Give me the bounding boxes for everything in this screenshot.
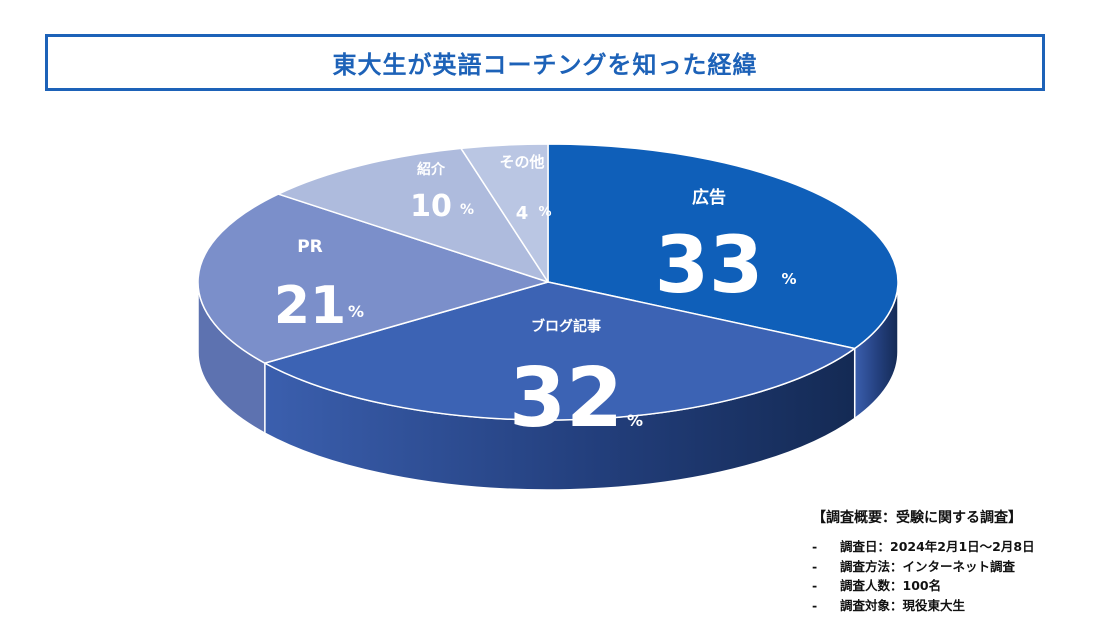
bullet-dash: - bbox=[812, 597, 818, 613]
survey-note-target: - 調査対象：現役東大生 bbox=[812, 596, 1102, 616]
pie-slice-1 bbox=[264, 281, 856, 421]
slice-label-4: その他 bbox=[499, 153, 544, 171]
slice-value-0: 33 bbox=[655, 221, 764, 311]
slice-percent-3: % bbox=[460, 202, 474, 218]
slice-label-0: 広告 bbox=[692, 187, 726, 208]
slice-value-3: 10 bbox=[410, 189, 452, 224]
pie-slice-3 bbox=[277, 147, 549, 283]
pie-labels: 広告 33 % ブログ記事 32 % PR 21 % 紹介 10 % その他 4% bbox=[274, 153, 797, 446]
survey-overview: 【調査概要：受験に関する調査】 - 調査日：2024年2月1日〜2月8日 - 調査方… bbox=[812, 507, 1102, 615]
bullet-dash: - bbox=[812, 539, 818, 554]
survey-overview-title: 【調査概要：受験に関する調査】 bbox=[812, 510, 1022, 526]
chart-title: 東大生が英語コーチングを知った経緯 bbox=[332, 51, 758, 79]
pie-slice-0 bbox=[547, 143, 899, 350]
bullet-dash: - bbox=[812, 558, 818, 574]
slice-percent-0: % bbox=[781, 270, 796, 288]
slice-label-2: PR bbox=[297, 237, 323, 257]
survey-note-text: 調査人数：100名 bbox=[840, 578, 942, 593]
bullet-dash: - bbox=[812, 578, 818, 593]
slice-label-1: ブログ記事 bbox=[531, 318, 601, 335]
slice-value-2: 21 bbox=[274, 276, 346, 336]
pie-slice-4 bbox=[460, 143, 549, 283]
slice-value-1: 32 bbox=[509, 351, 623, 446]
slice-value-4: 4 bbox=[516, 203, 529, 224]
slice-label-3: 紹介 bbox=[417, 161, 446, 178]
survey-note-count: - 調査人数：100名 bbox=[812, 576, 1102, 596]
pie-slice-2 bbox=[197, 193, 549, 364]
survey-note-text: 調査日：2024年2月1日〜2月8日 bbox=[840, 539, 1035, 554]
slice-percent-2: % bbox=[348, 302, 364, 321]
chart-title-box: 東大生が英語コーチングを知った経緯 bbox=[45, 34, 1045, 91]
slice-percent-4: % bbox=[538, 205, 551, 220]
survey-note-method: - 調査方法：インターネット調査 bbox=[812, 557, 1102, 577]
survey-note-text: 調査方法：インターネット調査 bbox=[840, 558, 1016, 574]
pie-top-slices bbox=[197, 143, 899, 421]
survey-note-date: - 調査日：2024年2月1日〜2月8日 bbox=[812, 537, 1102, 557]
survey-note-text: 調査対象：現役東大生 bbox=[840, 597, 966, 613]
slice-percent-1: % bbox=[627, 411, 643, 430]
